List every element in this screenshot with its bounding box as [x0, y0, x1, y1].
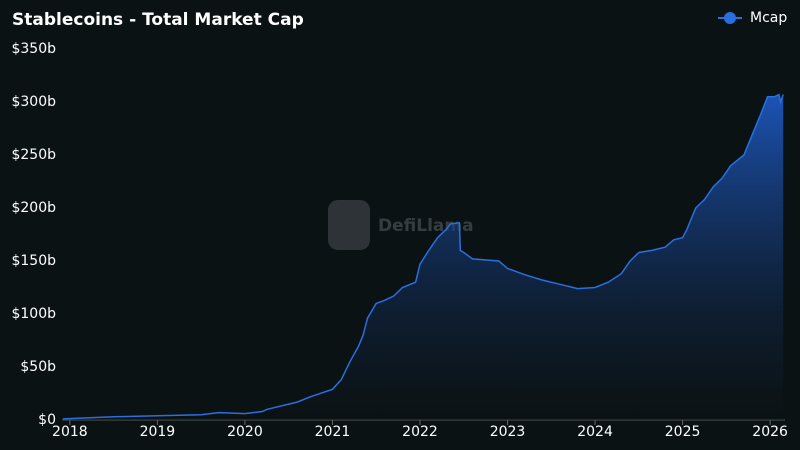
y-tick-label: $100b — [11, 306, 56, 322]
x-tick-label: 2020 — [227, 424, 263, 440]
y-tick-label: $0 — [38, 412, 56, 428]
chart-title: Stablecoins - Total Market Cap — [12, 10, 304, 30]
x-tick-label: 2022 — [402, 424, 438, 440]
y-tick-label: $250b — [11, 147, 56, 163]
x-tick-label: 2019 — [140, 424, 176, 440]
legend[interactable]: Mcap — [718, 10, 787, 26]
watermark-logo — [328, 200, 370, 250]
legend-label[interactable]: Mcap — [750, 10, 787, 26]
line — [62, 93, 784, 420]
legend-marker — [724, 12, 736, 24]
watermark: DefiLlama — [328, 200, 474, 250]
x-tick-label: 2018 — [52, 424, 88, 440]
y-tick-label: $350b — [11, 41, 56, 57]
x-tick-label: 2025 — [665, 424, 701, 440]
y-tick-label: $300b — [11, 94, 56, 110]
x-tick-label: 2023 — [490, 424, 526, 440]
x-tick-label: 2024 — [577, 424, 613, 440]
x-tick-label: 2021 — [315, 424, 351, 440]
y-tick-label: $50b — [20, 359, 56, 375]
area — [62, 94, 784, 420]
x-tick-label: 2026 — [752, 424, 788, 440]
y-tick-label: $150b — [11, 253, 56, 269]
y-tick-label: $200b — [11, 200, 56, 216]
